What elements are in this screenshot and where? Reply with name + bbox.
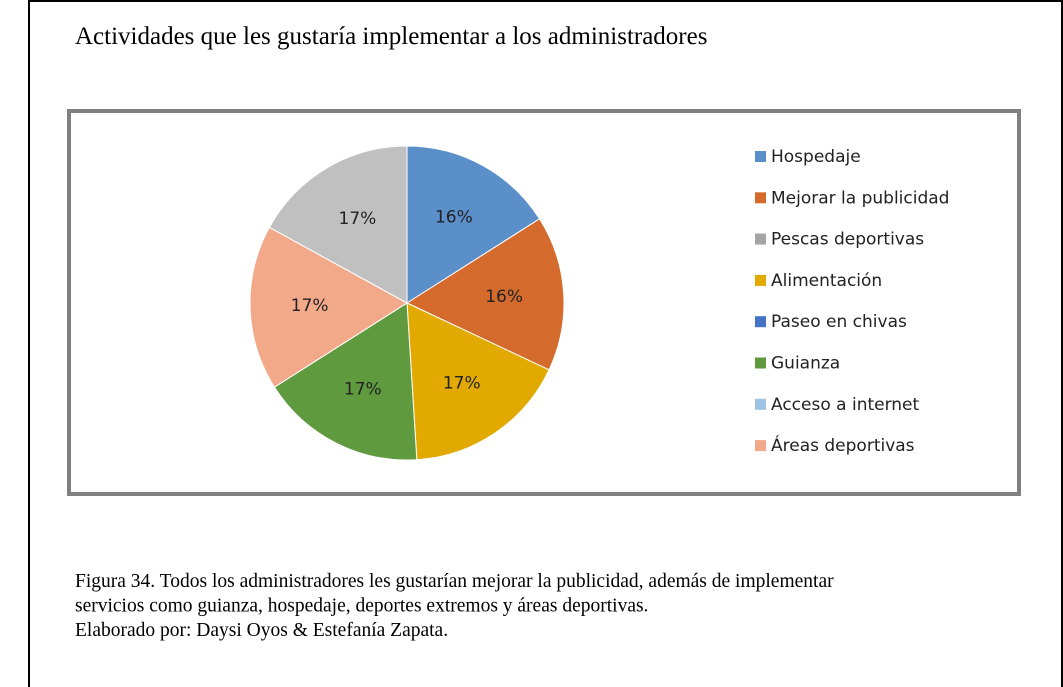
- page-frame: [28, 0, 1063, 687]
- legend-swatch: [755, 192, 766, 204]
- pie: 16% 16% 17% 17% 17% 17%: [249, 145, 565, 461]
- legend-swatch: [755, 398, 766, 410]
- pie-slice: [406, 302, 550, 461]
- pie-slice: [405, 218, 565, 371]
- data-label: 16%: [435, 208, 473, 228]
- pie-slice: [249, 226, 408, 388]
- chart-title: Actividades que les gustaría implementar…: [75, 23, 707, 50]
- legend-swatch: [755, 316, 766, 328]
- legend-label: Mejorar la publicidad: [771, 188, 949, 208]
- legend-swatch: [755, 274, 766, 286]
- data-label: 16%: [485, 287, 523, 307]
- pie-slice: [273, 302, 418, 461]
- legend-swatch: [755, 440, 766, 452]
- data-label: 17%: [443, 374, 481, 394]
- data-label: 17%: [339, 209, 377, 229]
- caption: Figura 34. Todos los administradores les…: [75, 571, 834, 641]
- caption-line: Elaborado por: Daysi Oyos & Estefanía Za…: [75, 620, 448, 641]
- legend-swatch: [755, 151, 766, 162]
- legend-label: Guianza: [771, 354, 840, 374]
- data-label: 17%: [291, 296, 329, 316]
- legend-label: Acceso a internet: [771, 395, 920, 415]
- data-label: 17%: [344, 380, 382, 400]
- legend-label: Áreas deportivas: [771, 434, 915, 456]
- legend: Hospedaje Mejorar la publicidad Pescas dep…: [755, 147, 949, 456]
- caption-line: Figura 34. Todos los administradores les…: [75, 571, 834, 592]
- legend-label: Pescas deportivas: [771, 230, 924, 250]
- legend-label: Alimentación: [771, 271, 882, 291]
- legend-label: Paseo en chivas: [771, 312, 907, 332]
- caption-line: servicios como guianza, hospedaje, depor…: [75, 596, 648, 617]
- pie-slice: [268, 145, 408, 304]
- legend-label: Hospedaje: [771, 147, 861, 167]
- legend-swatch: [755, 357, 766, 369]
- pie-slice: [406, 145, 541, 304]
- legend-swatch: [755, 233, 766, 245]
